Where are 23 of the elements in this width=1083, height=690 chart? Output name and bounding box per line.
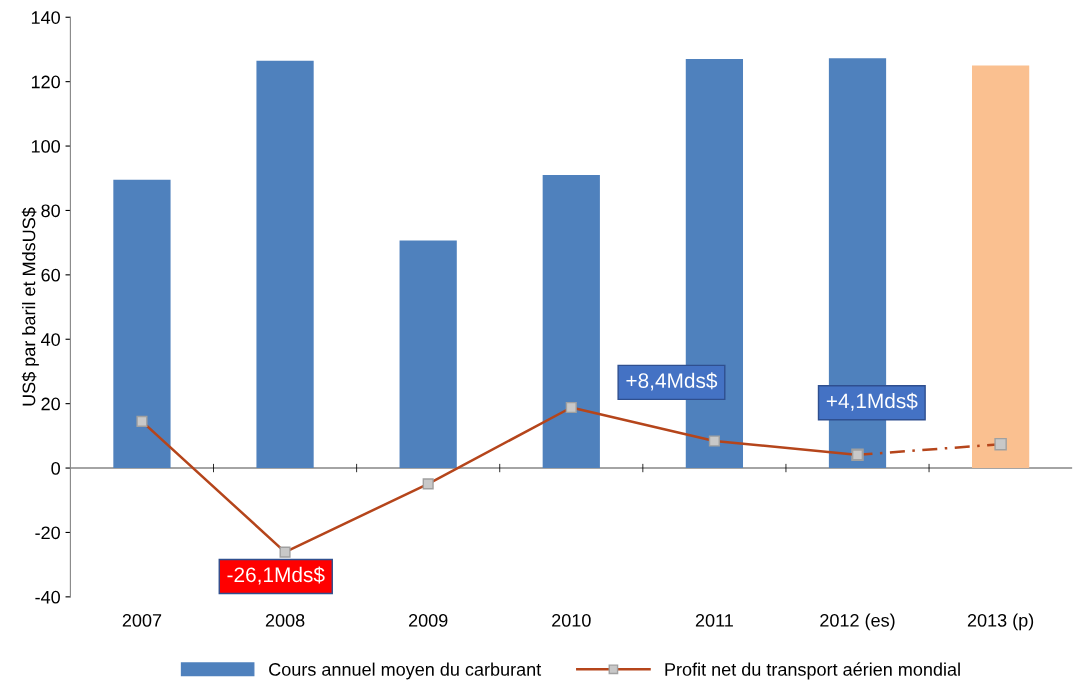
legend-label: Profit net du transport aérien mondial	[665, 662, 960, 680]
annotation: +4,1Mds$	[826, 392, 918, 411]
y-tick-label: 140	[31, 11, 60, 24]
x-tick-label: 2011	[695, 613, 733, 627]
x-tick-label: 2010	[552, 613, 591, 627]
y-tick-label: -20	[35, 526, 60, 540]
y-tick-label: 0	[51, 461, 60, 475]
y-tick-label: 60	[41, 268, 60, 282]
annotation: -26,1Mds$	[227, 566, 325, 585]
x-tick-label: 2009	[409, 613, 448, 627]
y-tick-label: 100	[31, 139, 60, 153]
x-tick-label: 2012 (es)	[820, 613, 895, 631]
legend-label: Cours annuel moyen du carburant	[269, 662, 542, 680]
y-tick-label: 120	[31, 75, 60, 89]
y-tick-label: 80	[41, 204, 60, 218]
y-tick-label: 20	[41, 397, 60, 411]
y-tick-label: -40	[35, 590, 60, 604]
x-tick-label: 2008	[265, 613, 305, 627]
y-axis-title: US$ par baril et MdsUS$	[21, 207, 39, 406]
x-tick-label: 2013 (p)	[967, 613, 1034, 631]
x-tick-label: 2007	[122, 613, 162, 627]
annotation: +8,4Mds$	[626, 372, 718, 391]
y-tick-label: 40	[41, 333, 60, 346]
